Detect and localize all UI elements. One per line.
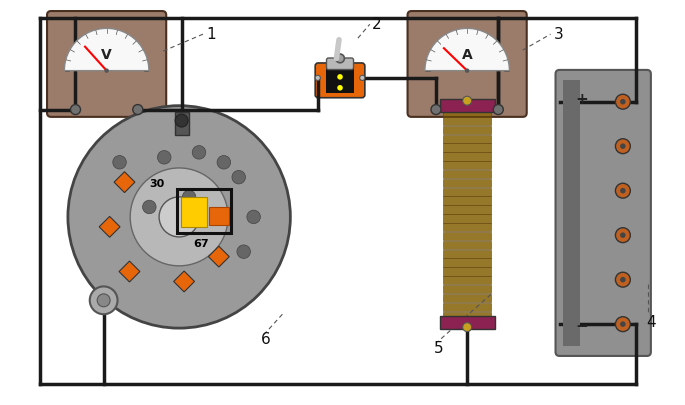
Wedge shape [425, 28, 510, 70]
Polygon shape [119, 261, 140, 282]
Bar [443, 179, 491, 187]
Bar [443, 134, 491, 143]
Circle shape [237, 245, 251, 258]
Circle shape [113, 156, 126, 169]
Bar [443, 232, 491, 240]
Bar [443, 311, 491, 320]
Bar [443, 249, 491, 258]
Circle shape [431, 104, 441, 115]
Bar [440, 99, 495, 112]
Circle shape [247, 210, 260, 224]
Bar [443, 196, 491, 205]
Circle shape [104, 68, 109, 73]
Circle shape [620, 188, 625, 194]
Circle shape [217, 156, 231, 169]
Circle shape [620, 99, 625, 104]
Circle shape [133, 104, 142, 115]
Circle shape [336, 54, 345, 63]
Bar [443, 108, 491, 116]
FancyBboxPatch shape [47, 11, 166, 117]
FancyBboxPatch shape [556, 70, 651, 356]
Text: 6: 6 [260, 332, 271, 347]
Circle shape [337, 85, 342, 91]
Text: 4: 4 [646, 315, 656, 330]
Text: 1: 1 [206, 27, 216, 42]
Circle shape [620, 277, 625, 282]
Text: V: V [101, 48, 112, 62]
Bar [443, 258, 491, 267]
Bar [443, 223, 491, 231]
Bar [443, 188, 491, 196]
Bar [443, 214, 491, 222]
Circle shape [615, 272, 630, 287]
Text: 30: 30 [149, 179, 164, 189]
Polygon shape [174, 271, 195, 292]
Circle shape [90, 286, 118, 314]
Circle shape [71, 104, 81, 115]
Text: 67: 67 [193, 239, 209, 249]
Text: −: − [576, 319, 588, 334]
Circle shape [337, 74, 342, 80]
Polygon shape [114, 172, 135, 192]
Text: 3: 3 [553, 27, 563, 42]
Circle shape [315, 75, 321, 81]
Circle shape [182, 190, 196, 204]
Circle shape [615, 183, 630, 198]
Circle shape [615, 228, 630, 243]
Circle shape [97, 294, 110, 307]
Circle shape [620, 143, 625, 149]
Wedge shape [64, 28, 149, 70]
Circle shape [465, 68, 469, 73]
Text: A: A [462, 48, 473, 62]
Bar [325, 68, 354, 93]
Bar [440, 316, 495, 328]
Circle shape [175, 114, 188, 127]
Polygon shape [99, 216, 120, 237]
Text: 5: 5 [434, 341, 444, 356]
Circle shape [232, 171, 245, 184]
Circle shape [620, 232, 625, 238]
Circle shape [615, 317, 630, 332]
Circle shape [68, 106, 290, 328]
Circle shape [615, 94, 630, 109]
Bar [443, 303, 491, 311]
Circle shape [493, 104, 503, 115]
Bar [443, 285, 491, 293]
Text: 2: 2 [372, 17, 382, 32]
Polygon shape [208, 246, 229, 267]
Text: +: + [576, 92, 588, 107]
Bar [443, 294, 491, 302]
Bar [443, 117, 491, 125]
Circle shape [360, 75, 365, 81]
FancyBboxPatch shape [315, 63, 365, 98]
Circle shape [462, 96, 471, 105]
Bar [443, 143, 491, 152]
Circle shape [620, 322, 625, 327]
FancyBboxPatch shape [408, 11, 527, 117]
Bar [564, 80, 580, 346]
Bar [443, 126, 491, 134]
Bar [443, 170, 491, 178]
Bar [443, 241, 491, 249]
Circle shape [158, 151, 171, 164]
Bar [443, 161, 491, 169]
Circle shape [159, 197, 199, 237]
FancyBboxPatch shape [327, 58, 353, 70]
Circle shape [130, 168, 228, 266]
Bar [443, 267, 491, 276]
Bar [209, 207, 229, 225]
Bar [181, 197, 207, 227]
Bar [443, 276, 491, 284]
Bar [175, 112, 188, 135]
Circle shape [462, 323, 471, 332]
Bar [443, 152, 491, 160]
Circle shape [142, 200, 156, 214]
Circle shape [615, 139, 630, 153]
Bar [443, 205, 491, 214]
Circle shape [192, 145, 206, 159]
